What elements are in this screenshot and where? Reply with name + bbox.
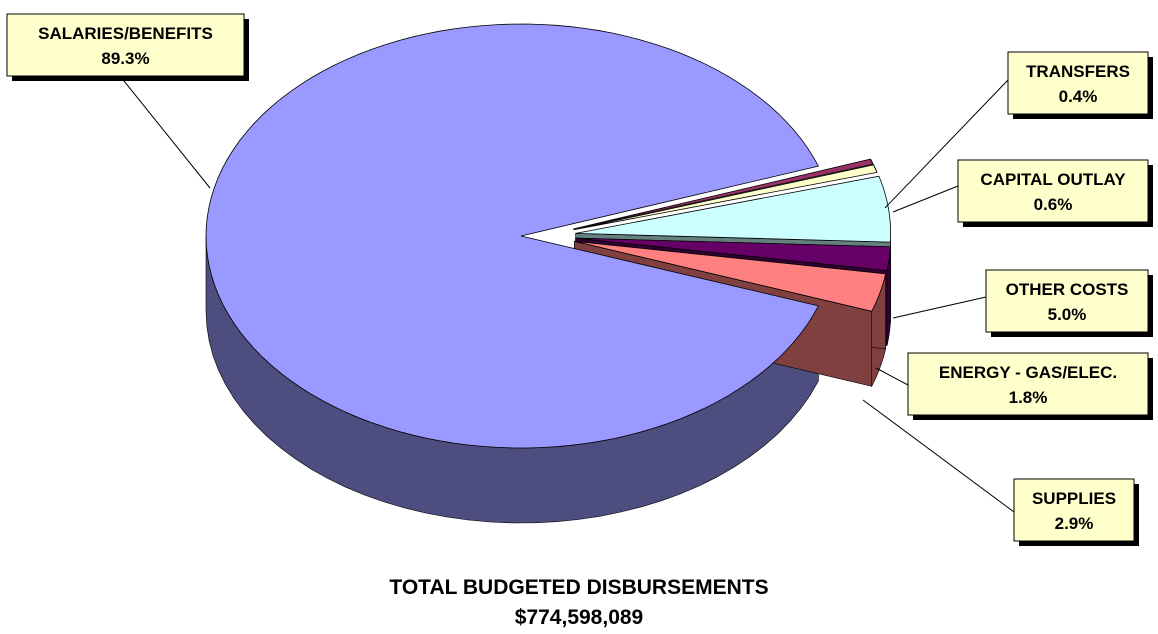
label-name-supplies: SUPPLIES <box>1032 489 1116 508</box>
label-pct-other-costs: 5.0% <box>1048 305 1087 324</box>
label-salaries-benefits: SALARIES/BENEFITS 89.3% <box>6 13 249 81</box>
label-pct-capital-outlay: 0.6% <box>1034 195 1073 214</box>
slice-labels: SALARIES/BENEFITS 89.3% TRANSFERS 0.4% CAPIT… <box>6 13 1153 546</box>
total-title: TOTAL BUDGETED DISBURSEMENTS <box>389 576 769 599</box>
label-capital-outlay: CAPITAL OUTLAY 0.6% <box>957 159 1153 227</box>
leader-other-costs <box>892 296 987 319</box>
slice-capital-outlay <box>573 164 878 231</box>
slice-energy-gas-elec <box>575 237 891 272</box>
label-name-capital-outlay: CAPITAL OUTLAY <box>980 170 1126 189</box>
label-supplies: SUPPLIES 2.9% <box>1013 478 1139 546</box>
slice-transfers <box>573 158 874 230</box>
leader-energy-gas-elec <box>875 367 909 386</box>
label-name-transfers: TRANSFERS <box>1026 62 1130 81</box>
label-pct-salaries-benefits: 89.3% <box>101 49 149 68</box>
leader-capital-outlay <box>892 185 959 213</box>
label-other-costs: OTHER COSTS 5.0% <box>985 269 1153 337</box>
label-name-salaries-benefits: SALARIES/BENEFITS <box>38 24 213 43</box>
slice-other-costs <box>575 175 891 243</box>
label-name-other-costs: OTHER COSTS <box>1006 280 1129 299</box>
leader-supplies <box>862 399 1015 513</box>
label-name-energy-gas-elec: ENERGY - GAS/ELEC. <box>939 363 1117 382</box>
leader-lines <box>119 75 1015 513</box>
slice-supplies <box>574 240 886 312</box>
label-pct-supplies: 2.9% <box>1055 514 1094 533</box>
slice-salaries-benefits <box>205 23 820 449</box>
leader-transfers <box>884 79 1009 209</box>
label-energy-gas-elec: ENERGY - GAS/ELEC. 1.8% <box>907 352 1153 420</box>
label-pct-energy-gas-elec: 1.8% <box>1009 388 1048 407</box>
total-amount: $774,598,089 <box>514 606 644 629</box>
pie-tops <box>205 23 891 449</box>
label-pct-transfers: 0.4% <box>1059 87 1098 106</box>
leader-salaries-benefits <box>119 75 211 189</box>
label-transfers: TRANSFERS 0.4% <box>1007 51 1153 119</box>
